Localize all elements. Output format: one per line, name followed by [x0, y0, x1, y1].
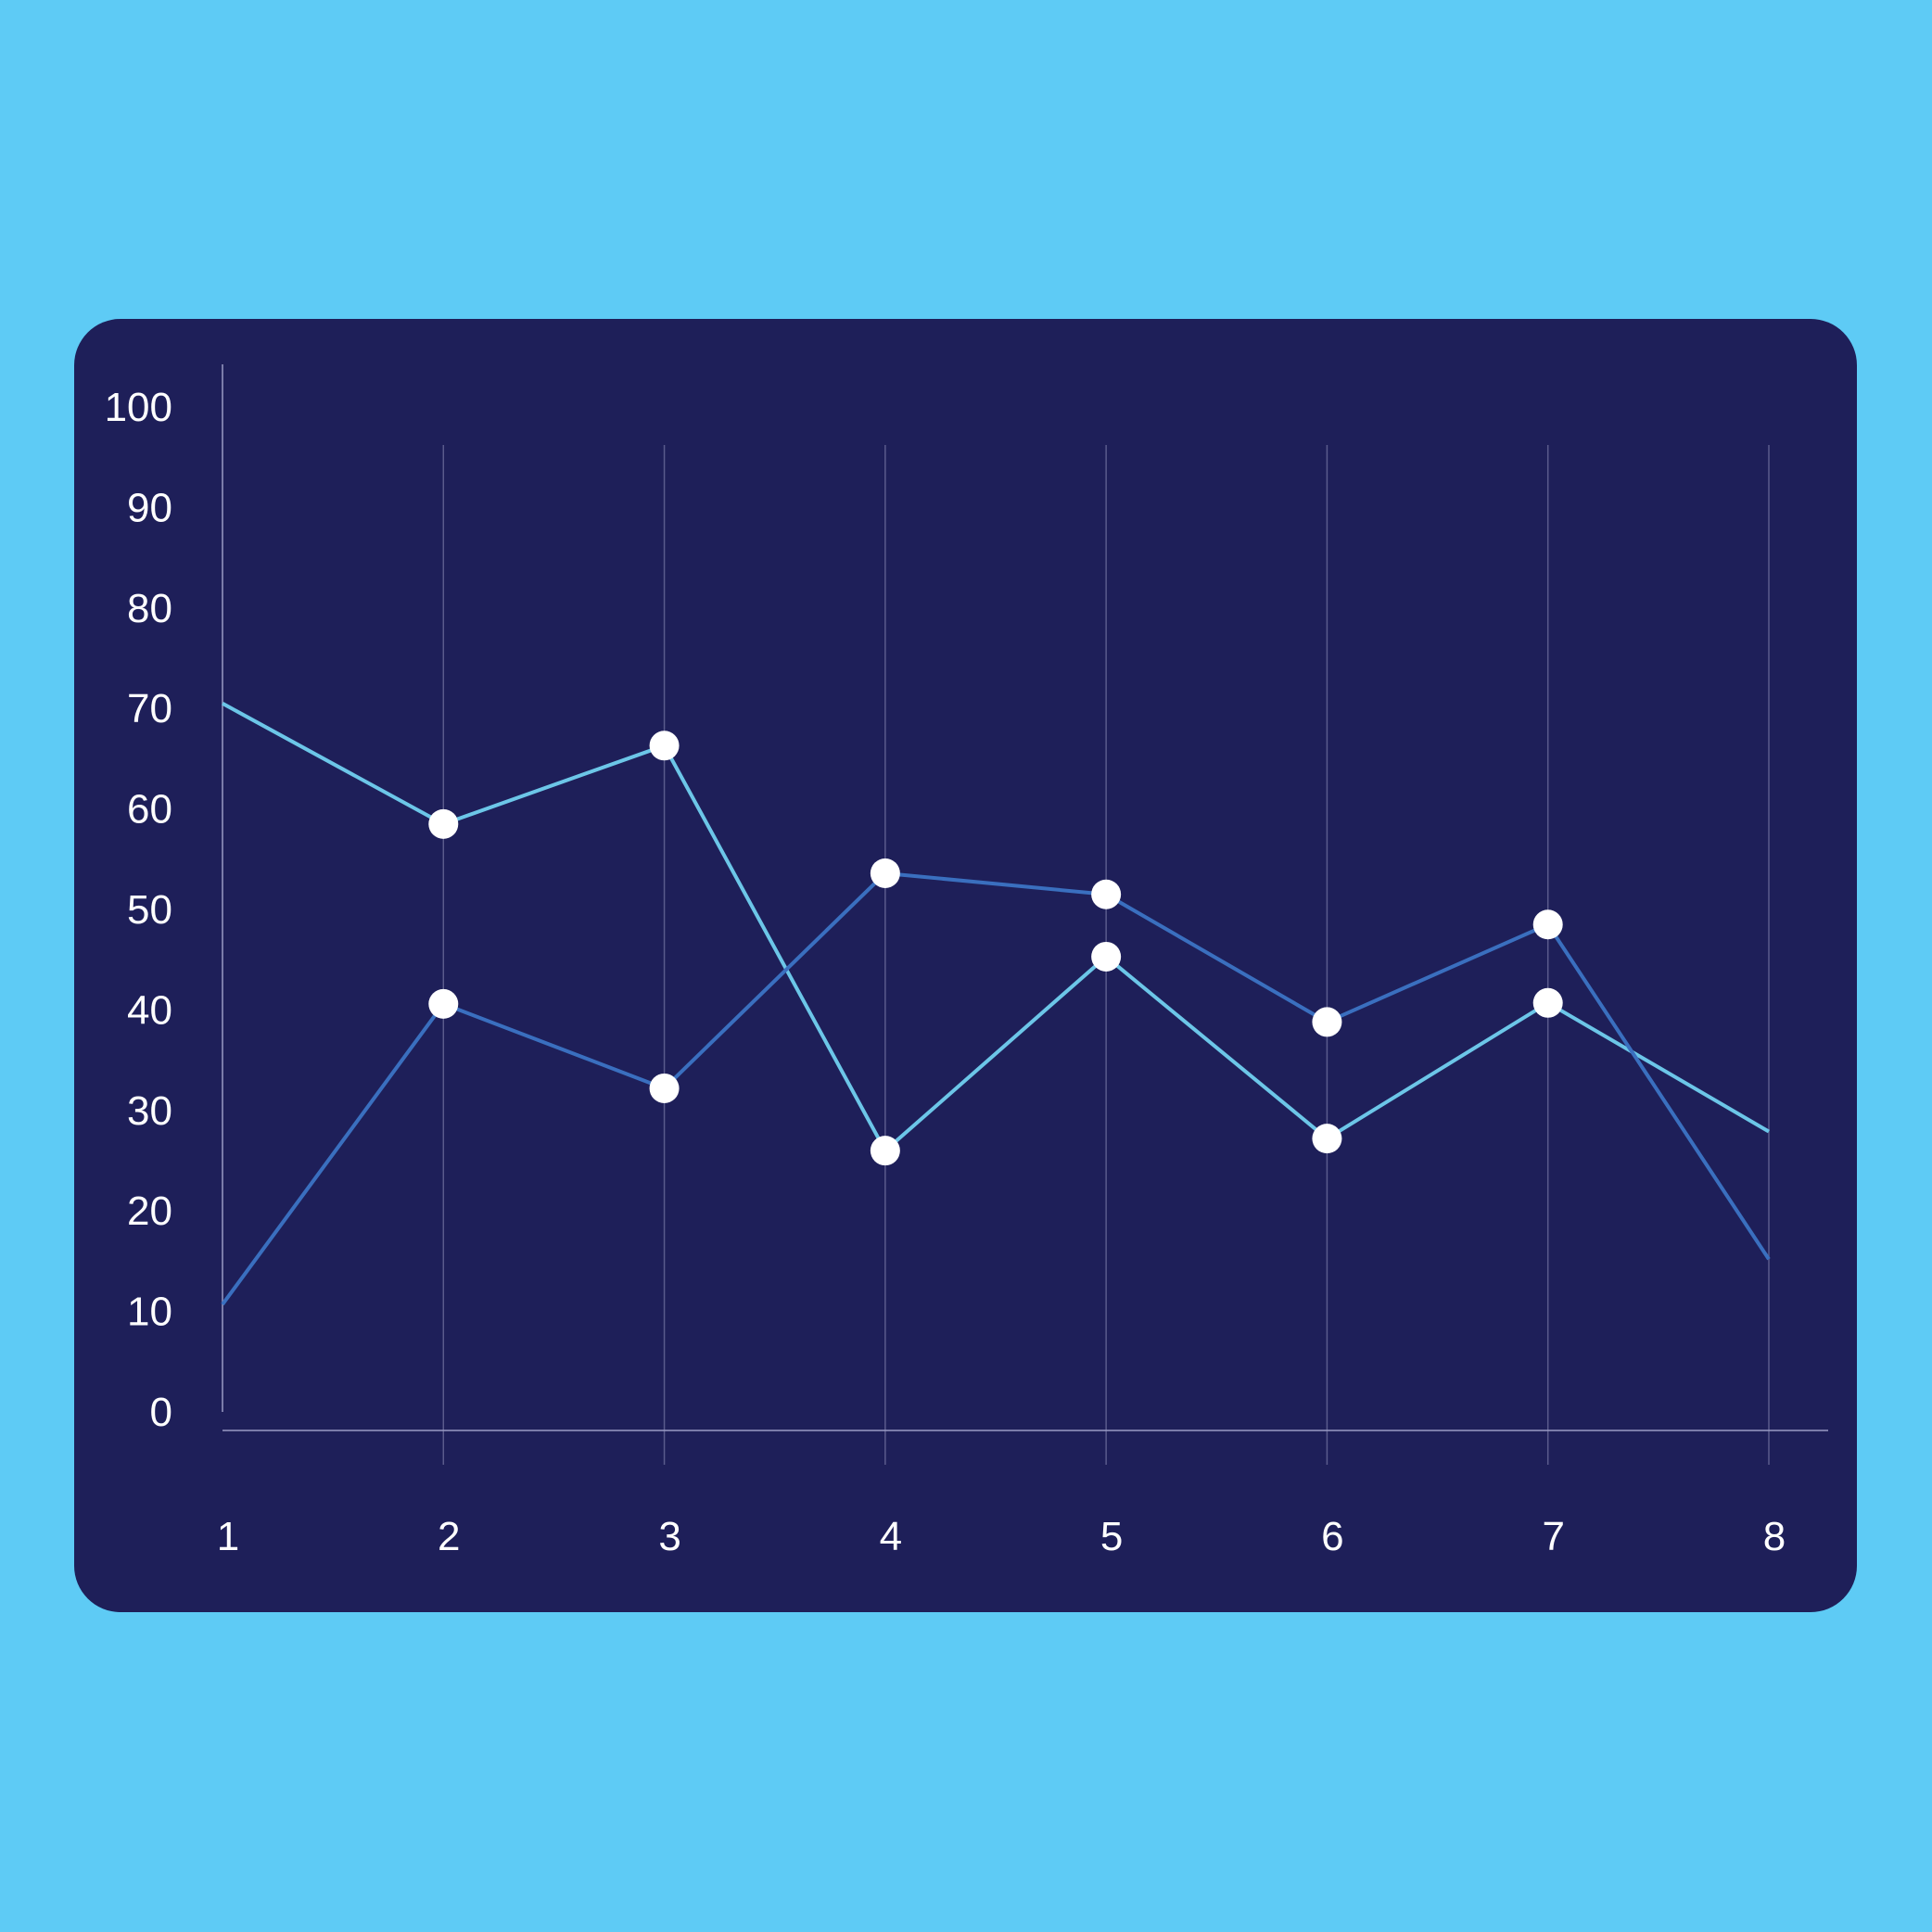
x-tick-label: 8 — [1763, 1514, 1786, 1559]
x-tick-label: 5 — [1100, 1514, 1123, 1559]
y-axis-tick-labels: 0 10 20 30 40 50 60 70 80 90 100 — [105, 385, 172, 1435]
data-point-series-2 — [1091, 879, 1122, 909]
series-lines — [221, 702, 1771, 1306]
x-tick-label: 4 — [880, 1514, 902, 1559]
x-tick-label: 3 — [658, 1514, 680, 1559]
x-tick-label: 7 — [1542, 1514, 1564, 1559]
y-tick-label: 50 — [127, 887, 172, 933]
series-line-2 — [221, 871, 1771, 1306]
data-point-series-1 — [649, 731, 680, 761]
data-point-series-2 — [649, 1073, 680, 1103]
y-tick-label: 10 — [127, 1290, 172, 1335]
y-tick-label: 20 — [127, 1188, 172, 1234]
y-tick-label: 30 — [127, 1088, 172, 1134]
data-point-series-1 — [1312, 1124, 1342, 1154]
data-point-series-2 — [1532, 909, 1563, 940]
series-line-1 — [222, 702, 1771, 1153]
data-point-series-1 — [870, 1136, 900, 1166]
data-point-series-2 — [1312, 1007, 1342, 1037]
y-tick-label: 60 — [127, 787, 172, 833]
y-tick-label: 90 — [127, 485, 172, 530]
axes — [222, 364, 1828, 1431]
chart-card — [74, 319, 1857, 1612]
x-tick-label: 1 — [217, 1514, 239, 1559]
y-tick-label: 40 — [127, 987, 172, 1033]
x-axis-tick-labels: 1 2 3 4 5 6 7 8 — [217, 1514, 1786, 1559]
x-tick-label: 6 — [1321, 1514, 1343, 1559]
gridlines — [442, 445, 1770, 1465]
y-tick-label: 0 — [150, 1390, 172, 1435]
data-point-series-1 — [1091, 941, 1122, 972]
data-point-series-1 — [1532, 987, 1563, 1018]
data-point-series-1 — [428, 808, 459, 839]
y-tick-label: 100 — [105, 385, 172, 430]
x-tick-label: 2 — [438, 1514, 460, 1559]
data-point-series-2 — [428, 988, 459, 1019]
y-tick-label: 80 — [127, 586, 172, 631]
y-tick-label: 70 — [127, 686, 172, 731]
data-points — [428, 731, 1563, 1166]
data-point-series-2 — [870, 858, 900, 888]
